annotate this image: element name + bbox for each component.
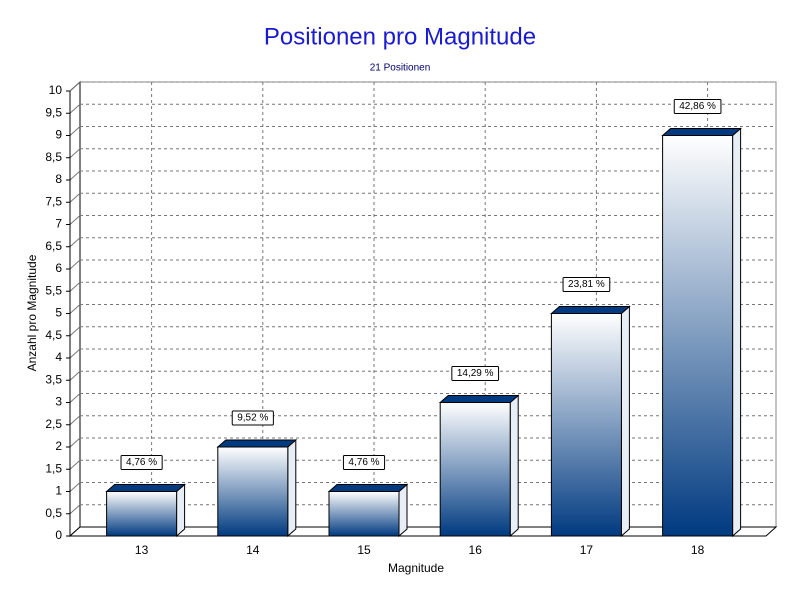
y-tick-label: 5,5 — [45, 283, 62, 297]
grid-line-side — [69, 459, 81, 470]
grid-line-side — [69, 126, 81, 136]
grid-line-side — [69, 81, 81, 92]
y-tick-label: 4,5 — [45, 328, 62, 342]
grid-line-side — [69, 215, 81, 225]
y-tick-label: 6,5 — [45, 239, 62, 253]
y-axis-label: Anzahl pro Magnitude — [25, 254, 39, 371]
y-tick-label: 4 — [55, 350, 62, 364]
x-tick-label: 17 — [580, 543, 594, 557]
bar-front — [106, 491, 178, 537]
value-label: 4,76 % — [126, 457, 157, 468]
chart-title: Positionen pro Magnitude — [264, 23, 536, 50]
x-tick-label: 14 — [246, 543, 260, 557]
grid-line-side — [69, 482, 81, 492]
value-label-box — [231, 410, 274, 426]
y-tick-label: 6 — [55, 261, 62, 275]
value-label: 4,76 % — [348, 457, 379, 468]
grid-line-side — [69, 103, 81, 114]
y-tick-label: 3 — [55, 395, 62, 409]
grid-line-side — [69, 348, 81, 359]
bar-side — [398, 483, 408, 538]
grid-line-side — [69, 259, 81, 270]
bar — [550, 305, 631, 538]
bar-side — [620, 305, 630, 538]
grid-line-side — [69, 148, 81, 159]
value-label-box — [673, 99, 722, 114]
y-tick-label: 7 — [55, 217, 62, 231]
grid-line-side — [69, 304, 81, 314]
bar-front — [662, 135, 734, 537]
bar-front — [328, 491, 400, 537]
chart-subtitle: 21 Positionen — [370, 63, 431, 74]
x-tick-label: 13 — [135, 543, 149, 557]
bar-side — [176, 483, 186, 538]
y-tick-label: 2 — [55, 439, 62, 453]
y-tick-label: 0 — [55, 528, 62, 542]
y-tick-label: 8,5 — [45, 150, 62, 164]
bar — [438, 394, 520, 538]
bar-top — [327, 484, 409, 492]
bar-top — [105, 484, 186, 492]
grid-line-side — [69, 437, 81, 448]
value-label-box — [451, 366, 500, 381]
grid-line-side — [69, 237, 81, 248]
grid-line-side — [69, 504, 81, 515]
value-label-box — [342, 455, 386, 470]
grid-line-side — [69, 170, 81, 181]
y-tick-label: 1,5 — [45, 461, 62, 475]
grid-line-side — [69, 281, 81, 292]
bar — [105, 483, 186, 538]
y-tick-label: 8 — [55, 172, 62, 186]
y-tick-label: 3,5 — [45, 372, 62, 386]
bar-top — [661, 128, 742, 136]
bar-side — [509, 394, 519, 538]
y-tick-label: 2,5 — [45, 417, 62, 431]
y-tick-label: 0,5 — [45, 506, 62, 520]
grid-line-side — [69, 192, 81, 203]
grid-line-side — [69, 415, 81, 426]
bar-top — [550, 306, 631, 314]
grid-line-side — [69, 370, 81, 381]
x-tick-label: 16 — [469, 543, 483, 557]
y-tick-label: 7,5 — [45, 194, 62, 208]
bar — [661, 127, 742, 538]
x-axis-label: Magnitude — [388, 561, 444, 575]
bar-side — [732, 127, 742, 538]
value-label-box — [120, 455, 163, 470]
y-tick-label: 10 — [49, 83, 63, 97]
x-tick-label: 18 — [691, 543, 705, 557]
bar-front — [439, 402, 511, 537]
grid-line-side — [69, 393, 81, 403]
bar-top — [216, 439, 298, 448]
bar — [327, 483, 409, 538]
value-label: 9,52 % — [237, 413, 268, 424]
bar — [216, 438, 298, 538]
x-tick-label: 15 — [357, 543, 371, 557]
y-tick-label: 9 — [55, 128, 62, 142]
y-tick-label: 5 — [55, 306, 62, 320]
value-label: 23,81 % — [568, 279, 605, 290]
y-tick-label: 1 — [55, 484, 62, 498]
value-label: 14,29 % — [457, 368, 494, 379]
bar-front — [550, 313, 622, 537]
bar-side — [287, 438, 297, 538]
y-tick-label: 9,5 — [45, 105, 62, 119]
value-label: 42,86 % — [679, 101, 716, 112]
bar-front — [217, 446, 289, 537]
grid-line-side — [69, 326, 81, 337]
value-label-box — [562, 277, 611, 292]
bar-top — [438, 395, 520, 403]
